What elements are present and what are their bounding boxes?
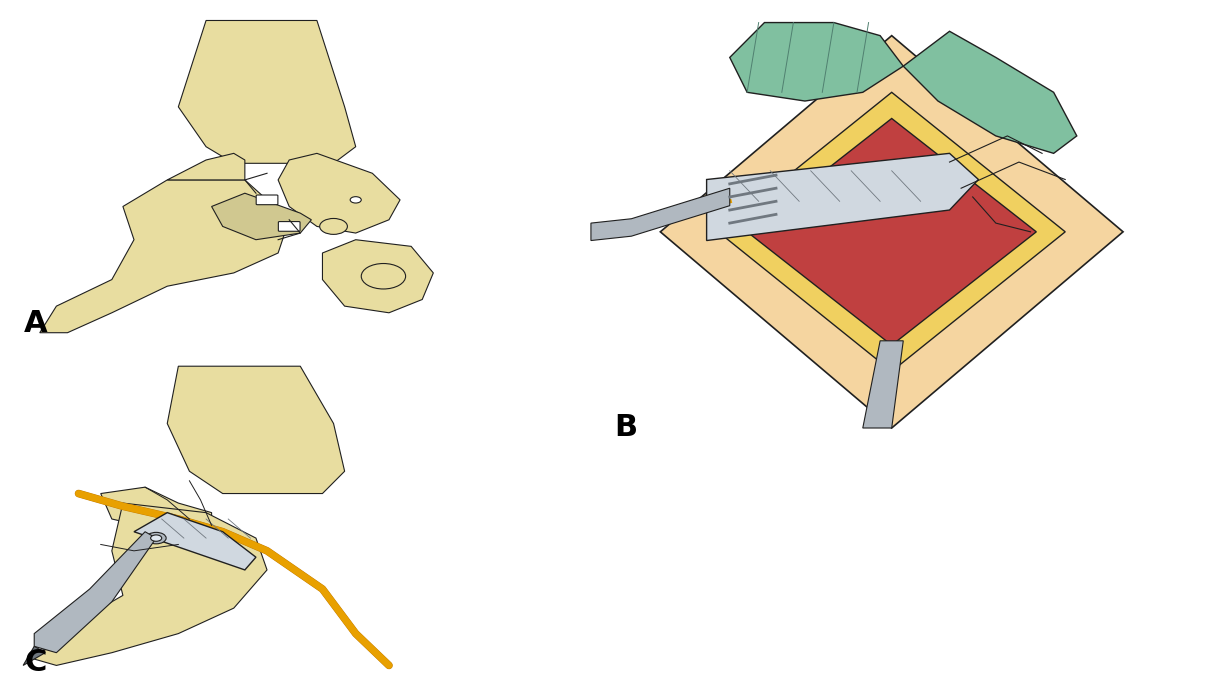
Polygon shape — [278, 154, 400, 233]
Polygon shape — [747, 118, 1036, 345]
FancyBboxPatch shape — [257, 195, 278, 205]
Polygon shape — [590, 188, 730, 241]
Polygon shape — [212, 193, 311, 239]
Polygon shape — [40, 180, 289, 333]
Polygon shape — [101, 487, 212, 531]
Text: A: A — [24, 309, 48, 338]
Polygon shape — [660, 36, 1123, 428]
Polygon shape — [134, 513, 255, 570]
Polygon shape — [718, 92, 1065, 372]
Circle shape — [146, 532, 166, 544]
Polygon shape — [167, 366, 345, 493]
Polygon shape — [34, 531, 157, 653]
Polygon shape — [167, 154, 245, 180]
Polygon shape — [323, 239, 434, 313]
Circle shape — [351, 197, 362, 203]
FancyBboxPatch shape — [278, 221, 300, 231]
Circle shape — [362, 264, 406, 289]
Text: B: B — [615, 413, 637, 442]
Polygon shape — [23, 646, 46, 666]
Polygon shape — [730, 23, 904, 101]
Text: C: C — [24, 648, 47, 677]
Circle shape — [319, 219, 347, 235]
Circle shape — [151, 535, 161, 541]
Polygon shape — [863, 341, 904, 428]
Polygon shape — [904, 31, 1077, 154]
Polygon shape — [178, 21, 355, 163]
Polygon shape — [706, 154, 978, 241]
Polygon shape — [34, 503, 268, 666]
